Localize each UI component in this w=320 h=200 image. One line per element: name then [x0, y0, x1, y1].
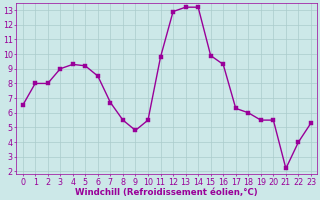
X-axis label: Windchill (Refroidissement éolien,°C): Windchill (Refroidissement éolien,°C) — [76, 188, 258, 197]
